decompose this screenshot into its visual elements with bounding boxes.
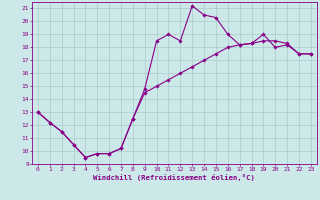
X-axis label: Windchill (Refroidissement éolien,°C): Windchill (Refroidissement éolien,°C)	[93, 174, 255, 181]
